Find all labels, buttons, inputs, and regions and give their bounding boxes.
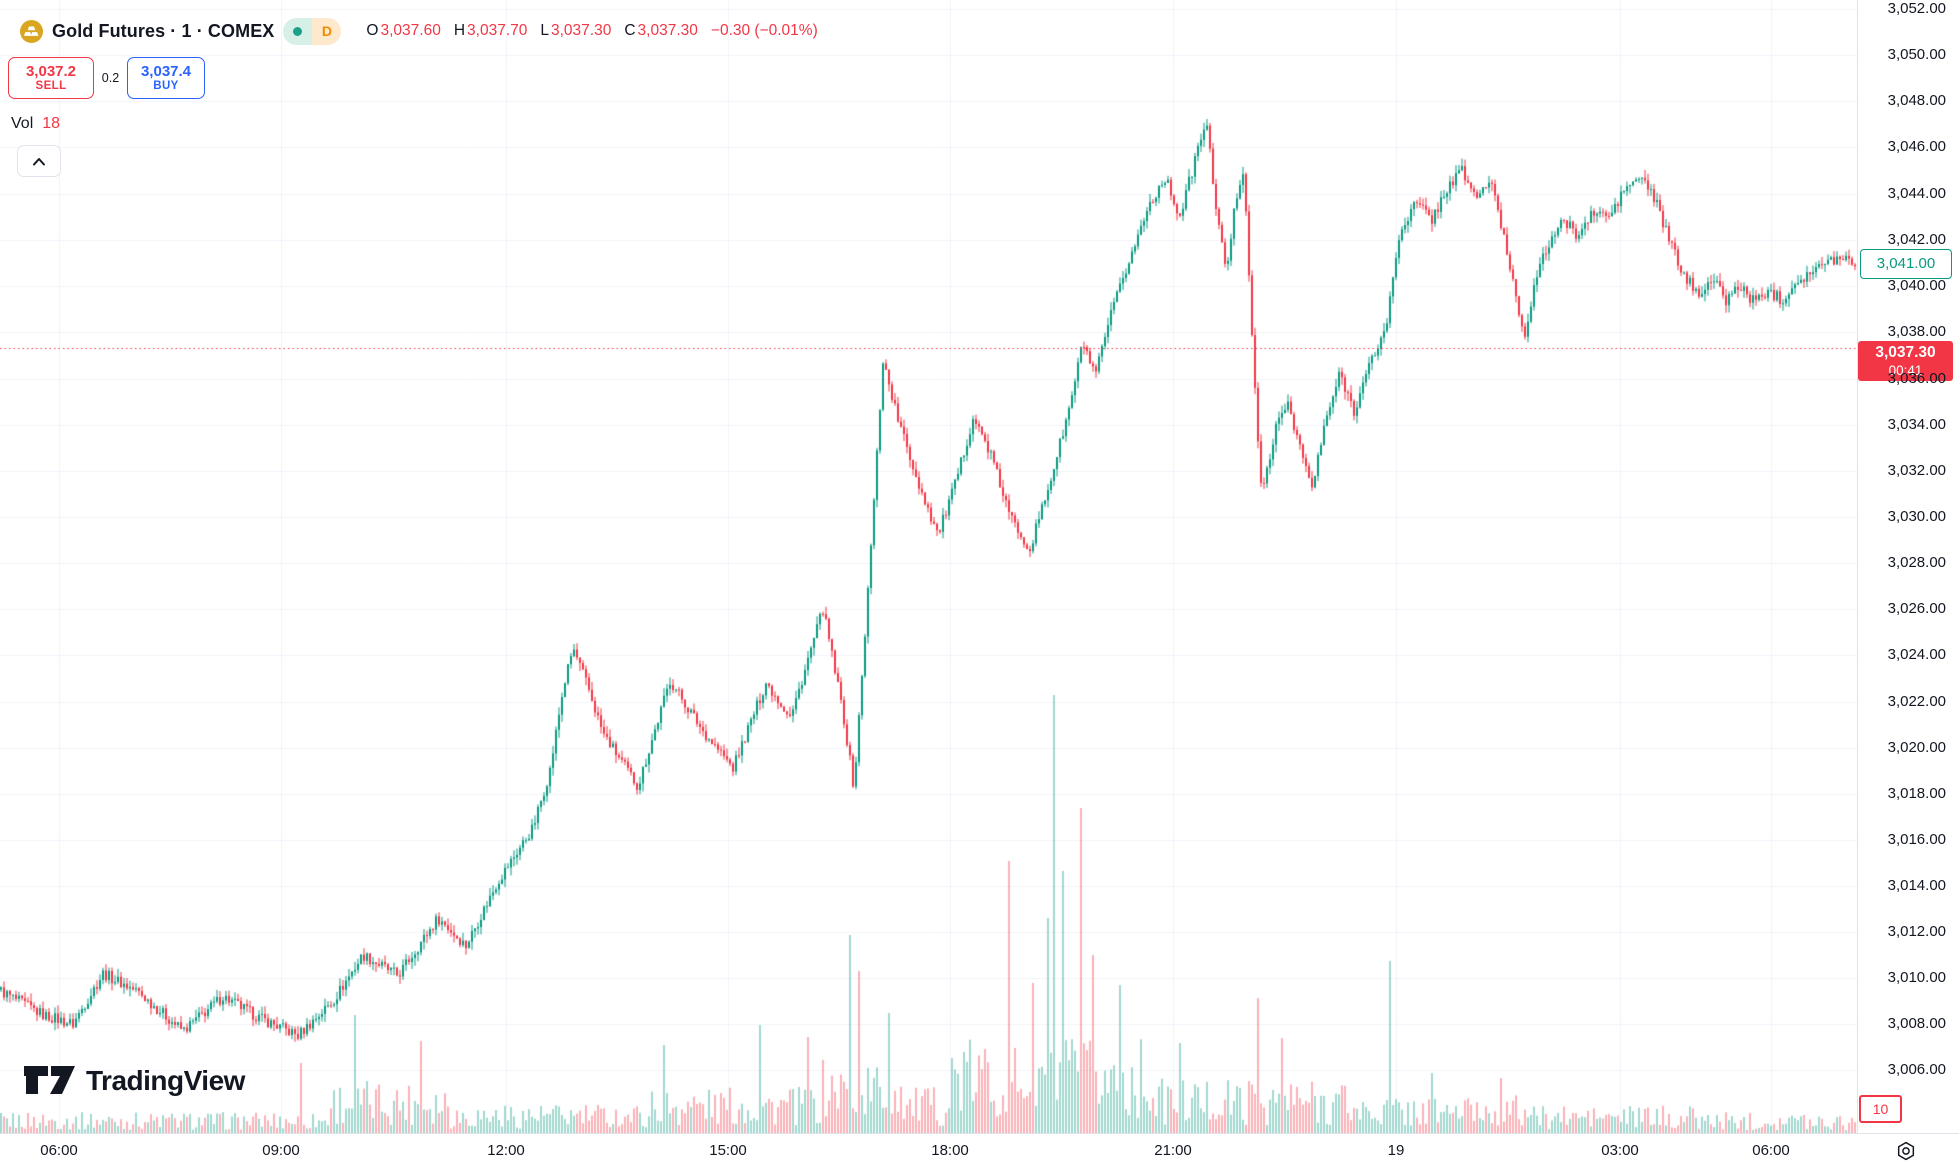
close-value: 3,037.30: [637, 22, 698, 39]
low-label: L: [540, 22, 549, 39]
candlestick-chart-canvas[interactable]: [0, 0, 1857, 1133]
price-axis-label: 3,034.00: [1887, 416, 1946, 433]
price-axis-label: 3,024.00: [1887, 646, 1946, 663]
buy-label: BUY: [153, 80, 179, 93]
price-axis-label: 3,018.00: [1887, 785, 1946, 802]
symbol-title[interactable]: Gold Futures · 1 · COMEX: [52, 20, 275, 41]
price-axis-label: 3,026.00: [1887, 600, 1946, 617]
price-axis-label: 3,020.00: [1887, 739, 1946, 756]
time-axis-label: 06:00: [40, 1142, 78, 1159]
price-axis-label: 3,032.00: [1887, 462, 1946, 479]
sell-button[interactable]: 3,037.2 SELL: [8, 57, 94, 99]
last-price-label: 3,041.00: [1860, 249, 1952, 279]
tradingview-logo-icon: [24, 1066, 75, 1094]
tradingview-logo[interactable]: TradingView: [24, 1064, 245, 1098]
high-label: H: [453, 22, 466, 39]
time-axis-label: 03:00: [1601, 1142, 1639, 1159]
time-axis-label: 15:00: [709, 1142, 747, 1159]
countdown-price-label: 3,037.30 00:41: [1858, 341, 1953, 381]
axis-settings-button[interactable]: [1893, 1139, 1919, 1163]
buy-button[interactable]: 3,037.4 BUY: [127, 57, 205, 99]
price-axis-label: 3,040.00: [1887, 277, 1946, 294]
price-axis-label: 3,008.00: [1887, 1015, 1946, 1032]
change-value: −0.30 (−0.01%): [710, 22, 818, 39]
trade-buttons: 3,037.2 SELL 0.2 3,037.4 BUY: [8, 57, 205, 99]
volume-axis-value-label: 10: [1859, 1095, 1902, 1123]
price-axis-label: 3,050.00: [1887, 46, 1946, 63]
collapse-panel-button[interactable]: [17, 145, 61, 177]
sell-price: 3,037.2: [25, 62, 77, 80]
price-axis-label: 3,046.00: [1887, 138, 1946, 155]
volume-indicator-value: 18: [42, 115, 61, 132]
ohlc-values: O 3,037.60 H 3,037.70 L 3,037.30 C 3,037.30 …: [366, 22, 817, 40]
tradingview-logo-text: TradingView: [86, 1065, 245, 1096]
symbol-header: Gold Futures · 1 · COMEX D O 3,037.60 H 3,…: [20, 14, 818, 48]
time-axis[interactable]: 06:00 09:00 12:00 15:00 18:00 21:00 19 03:00 06:…: [0, 1133, 1959, 1168]
market-status-badge[interactable]: D: [283, 17, 342, 45]
gear-icon: [1897, 1141, 1915, 1161]
time-axis-label: 12:00: [487, 1142, 525, 1159]
time-axis-label: 06:00: [1752, 1142, 1790, 1159]
time-axis-label: 21:00: [1154, 1142, 1192, 1159]
price-axis-label: 3,014.00: [1887, 877, 1946, 894]
market-open-dot-icon: [283, 17, 313, 45]
low-value: 3,037.30: [551, 22, 612, 39]
price-axis-label: 3,042.00: [1887, 231, 1946, 248]
volume-indicator-legend[interactable]: Vol 18: [11, 115, 60, 133]
countdown-price: 3,037.30: [1875, 344, 1936, 361]
time-axis-label: 19: [1387, 1142, 1405, 1159]
chevron-up-icon: [33, 157, 45, 165]
price-axis-label: 3,010.00: [1887, 969, 1946, 986]
bar-countdown: 00:41: [1888, 363, 1923, 378]
price-axis-label: 3,022.00: [1887, 693, 1946, 710]
sell-label: SELL: [35, 80, 67, 93]
price-axis-label: 3,012.00: [1887, 923, 1946, 940]
open-value: 3,037.60: [380, 22, 441, 39]
price-axis-label: 3,028.00: [1887, 554, 1946, 571]
price-axis-label: 3,038.00: [1887, 323, 1946, 340]
price-axis-label: 3,006.00: [1887, 1061, 1946, 1078]
price-axis-label: 3,036.00: [1887, 370, 1946, 387]
price-axis-label: 3,052.00: [1887, 0, 1946, 17]
delayed-data-badge: D: [312, 17, 342, 45]
buy-price: 3,037.4: [140, 62, 192, 80]
gold-futures-icon: [20, 19, 43, 43]
price-axis-label: 3,016.00: [1887, 831, 1946, 848]
close-label: C: [624, 22, 636, 39]
time-axis-label: 09:00: [262, 1142, 300, 1159]
price-axis[interactable]: 3,041.00 3,037.30 00:41 10 3,052.00 3,050…: [1857, 0, 1959, 1133]
volume-indicator-label: Vol: [11, 115, 34, 132]
open-label: O: [366, 22, 379, 39]
price-axis-label: 3,048.00: [1887, 92, 1946, 109]
spread-value: 0.2: [101, 71, 120, 85]
price-axis-label: 3,030.00: [1887, 508, 1946, 525]
time-axis-label: 18:00: [931, 1142, 969, 1159]
high-value: 3,037.70: [467, 22, 528, 39]
price-axis-label: 3,044.00: [1887, 185, 1946, 202]
